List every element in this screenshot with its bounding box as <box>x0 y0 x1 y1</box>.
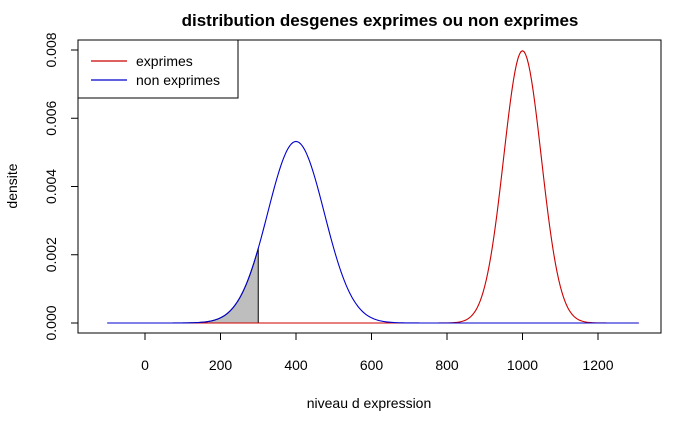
y-tick-label: 0.002 <box>43 237 59 272</box>
x-tick-label: 400 <box>284 357 308 373</box>
x-tick-label: 600 <box>360 357 384 373</box>
y-axis: 0.000 0.002 0.004 0.006 0.008 <box>43 32 79 341</box>
x-axis: 0 200 400 600 800 1000 1200 <box>141 332 614 373</box>
x-tick-label: 0 <box>141 357 149 373</box>
y-tick-label: 0.004 <box>43 169 59 204</box>
legend-label-exprimes: exprimes <box>136 53 193 69</box>
series-lines <box>107 50 639 324</box>
x-axis-label: niveau d expression <box>307 395 432 411</box>
y-tick-label: 0.006 <box>43 101 59 136</box>
legend: exprimes non exprimes <box>77 39 239 99</box>
series-line-non-exprimes <box>107 140 639 324</box>
legend-label-non-exprimes: non exprimes <box>136 72 220 88</box>
x-tick-label: 1200 <box>582 357 613 373</box>
x-tick-label: 1000 <box>507 357 538 373</box>
y-tick-label: 0.008 <box>43 32 59 67</box>
x-tick-label: 200 <box>209 357 233 373</box>
shaded-tail-region <box>182 248 259 324</box>
y-tick-label: 0.000 <box>43 305 59 340</box>
legend-box <box>77 39 239 99</box>
x-tick-label: 800 <box>435 357 459 373</box>
chart-title: distribution desgenes exprimes ou non ex… <box>182 11 579 30</box>
y-axis-label: densite <box>4 163 20 208</box>
shaded-area <box>182 248 259 324</box>
